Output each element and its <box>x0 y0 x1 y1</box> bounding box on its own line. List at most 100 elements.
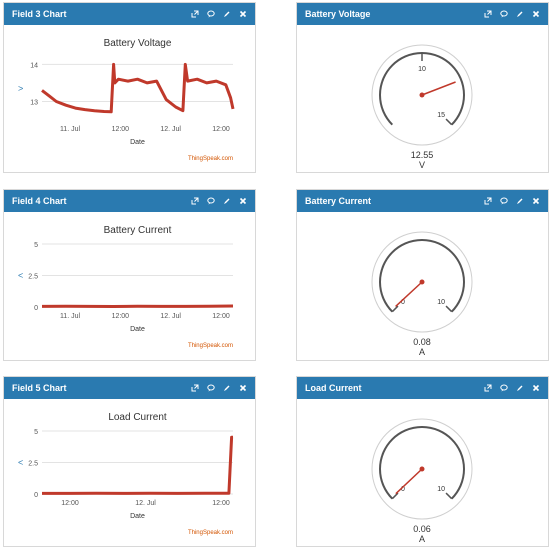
gauge-tick <box>391 305 399 313</box>
external-link-icon[interactable] <box>484 197 492 205</box>
external-link-icon[interactable] <box>191 197 199 205</box>
gauge-hub <box>419 92 425 98</box>
close-icon[interactable] <box>532 10 540 18</box>
external-link-icon[interactable] <box>484 10 492 18</box>
comment-icon[interactable] <box>207 10 215 18</box>
battery-current-chart: Battery Current 0 2.5 5 <11. Jul 12:00 12. Jul… <box>18 225 234 349</box>
chart-title: Load Current <box>108 412 167 423</box>
gauge-tick-label: 15 <box>437 112 445 119</box>
edit-icon[interactable] <box>223 10 231 18</box>
x-tick-label: 12:00 <box>112 313 130 320</box>
gauge-tick-label: 10 <box>437 486 445 493</box>
gauge-outer-ring <box>371 418 473 520</box>
x-tick-label: 12. Jul <box>160 313 181 320</box>
chart-title: Battery Current <box>104 225 172 236</box>
x-tick-label: 12. Jul <box>160 126 181 133</box>
close-icon[interactable] <box>239 384 247 392</box>
panel-actions <box>484 197 540 205</box>
field3-chart-panel: Field 3 Chart Battery Voltage 13 14 >11. Ju… <box>3 2 256 173</box>
gauge-value: 0.08 <box>413 337 431 347</box>
chart-body: Battery Voltage 13 14 >11. Jul 12:00 12. Jul 1… <box>4 25 255 178</box>
battery-voltage-gauge-panel: Battery Voltage 10 15 12.55 V <box>296 2 549 173</box>
close-icon[interactable] <box>532 197 540 205</box>
thingspeak-attribution[interactable]: ThingSpeak.com <box>188 343 233 349</box>
y-tick-label: 0 <box>34 492 38 499</box>
battery-current-gauge: 0 10 0.08A <box>371 231 473 357</box>
field5-chart-panel: Field 5 Chart Load Current 0 2.5 5 <12:00 12.… <box>3 376 256 547</box>
panel-header: Load Current <box>297 377 548 399</box>
x-tick-label: 12:00 <box>212 500 230 507</box>
edit-icon[interactable] <box>516 10 524 18</box>
close-icon[interactable] <box>239 10 247 18</box>
load-current-gauge: 0 10 0.06A <box>371 418 473 544</box>
x-axis-label: Date <box>130 139 145 146</box>
series-line <box>42 435 234 495</box>
close-icon[interactable] <box>239 197 247 205</box>
panel-header: Field 3 Chart <box>4 3 255 25</box>
gauge-value: 0.06 <box>413 524 431 534</box>
panel-actions <box>484 384 540 392</box>
close-icon[interactable] <box>532 384 540 392</box>
gauge-tick-label: 0 <box>401 299 405 306</box>
gauge-needle <box>395 468 423 495</box>
gauge-tick <box>445 305 453 313</box>
y-tick-label: 0 <box>34 305 38 312</box>
y-axis-label: > <box>18 84 23 94</box>
edit-icon[interactable] <box>223 384 231 392</box>
x-tick-label: 12:00 <box>212 313 230 320</box>
y-tick-label: 5 <box>34 429 38 436</box>
comment-icon[interactable] <box>207 384 215 392</box>
external-link-icon[interactable] <box>191 384 199 392</box>
edit-icon[interactable] <box>516 384 524 392</box>
comment-icon[interactable] <box>500 384 508 392</box>
battery-current-gauge-panel: Battery Current 0 10 0.08 A <box>296 189 549 361</box>
load-current-chart: Load Current 0 2.5 5 <12:00 12. Jul 12:00 Date T… <box>18 412 234 536</box>
panel-actions <box>191 384 247 392</box>
x-tick-label: 12:00 <box>61 500 79 507</box>
edit-icon[interactable] <box>223 197 231 205</box>
panel-title: Field 4 Chart <box>12 196 67 206</box>
chart-body: Load Current 0 2.5 5 <12:00 12. Jul 12:00 Date T… <box>4 399 255 552</box>
comment-icon[interactable] <box>500 10 508 18</box>
panel-actions <box>191 197 247 205</box>
panel-title: Field 5 Chart <box>12 383 67 393</box>
x-tick-label: 12. Jul <box>135 500 156 507</box>
gauge-tick-label: 0 <box>401 486 405 493</box>
x-tick-label: 12:00 <box>212 126 230 133</box>
series-line <box>41 304 234 308</box>
gauge-value: 12.55 <box>411 150 434 160</box>
comment-icon[interactable] <box>500 197 508 205</box>
gauge-needle <box>421 81 456 96</box>
external-link-icon[interactable] <box>191 10 199 18</box>
gauge-tick-label: 10 <box>437 299 445 306</box>
gauge-arc <box>379 239 465 313</box>
x-tick-label: 11. Jul <box>60 313 81 320</box>
thingspeak-attribution[interactable]: ThingSpeak.com <box>188 156 233 162</box>
gauge-tick <box>445 492 453 500</box>
edit-icon[interactable] <box>516 197 524 205</box>
gauge-needle <box>395 281 423 308</box>
x-tick-label: 12:00 <box>112 126 130 133</box>
battery-voltage-gauge: 10 15 12.55V <box>371 44 473 170</box>
panel-actions <box>191 10 247 18</box>
x-tick-label: 11. Jul <box>60 126 81 133</box>
panel-header: Field 5 Chart <box>4 377 255 399</box>
gauge-unit: A <box>419 534 425 544</box>
chart-body: Battery Current 0 2.5 5 <11. Jul 12:00 12. Jul… <box>4 212 255 366</box>
panel-title: Battery Current <box>305 196 372 206</box>
comment-icon[interactable] <box>207 197 215 205</box>
external-link-icon[interactable] <box>484 384 492 392</box>
panel-header: Battery Voltage <box>297 3 548 25</box>
thingspeak-attribution[interactable]: ThingSpeak.com <box>188 530 233 536</box>
y-tick-label: 2.5 <box>28 274 38 281</box>
field4-chart-panel: Field 4 Chart Battery Current 0 2.5 5 <11. J… <box>3 189 256 361</box>
x-axis-label: Date <box>130 513 145 520</box>
gauge-outer-ring <box>371 231 473 333</box>
panel-header: Battery Current <box>297 190 548 212</box>
gauge-body: 10 15 12.55 V <box>297 25 548 178</box>
chart-title: Battery Voltage <box>104 38 172 49</box>
x-axis-label: Date <box>130 326 145 333</box>
y-tick-label: 5 <box>34 242 38 249</box>
load-current-gauge-panel: Load Current 0 10 0.06 A <box>296 376 549 547</box>
gauge-hub <box>419 279 425 285</box>
